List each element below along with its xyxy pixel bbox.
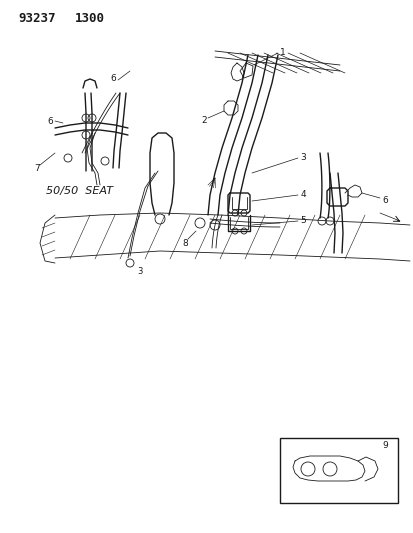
Text: 6: 6	[381, 196, 387, 205]
Text: 9: 9	[381, 441, 387, 450]
Text: 6: 6	[47, 117, 53, 125]
Bar	[279, 438, 397, 503]
Text: 1: 1	[280, 47, 285, 56]
Text: 4: 4	[299, 190, 305, 198]
Text: 3: 3	[299, 152, 305, 161]
Text: 2: 2	[201, 116, 206, 125]
Text: 6: 6	[110, 74, 116, 83]
Text: 8: 8	[182, 238, 188, 247]
Text: 7: 7	[34, 164, 40, 173]
Text: 1300: 1300	[75, 12, 105, 25]
Text: 93237: 93237	[18, 12, 55, 25]
Text: 5: 5	[299, 215, 305, 224]
Text: 50/50  SEAT: 50/50 SEAT	[46, 186, 113, 196]
Text: 3: 3	[137, 266, 142, 276]
